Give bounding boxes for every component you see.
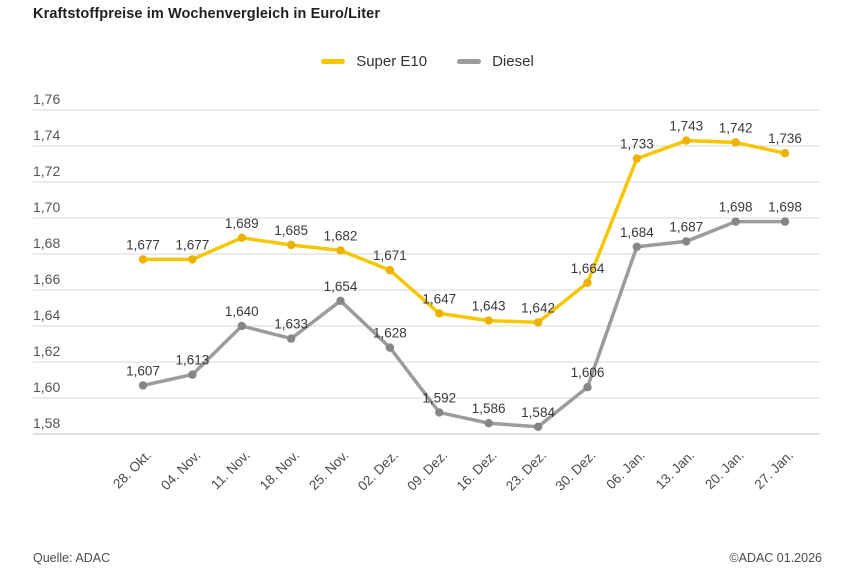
y-axis-tick-label: 1,70	[33, 199, 60, 215]
x-axis-tick-label: 02. Dez.	[355, 448, 401, 494]
super-e10-point-marker	[138, 255, 148, 264]
diesel-point-marker	[484, 419, 493, 428]
super-e10-value-label: 1,677	[126, 237, 160, 252]
x-axis-tick-label: 28. Okt.	[110, 448, 154, 492]
diesel-value-label: 1,633	[274, 317, 308, 332]
super-e10-point-marker	[731, 138, 740, 147]
y-axis-tick-label: 1,68	[33, 235, 60, 251]
legend-label-super-e10: Super E10	[356, 53, 428, 70]
x-axis-tick-label: 20. Jan.	[702, 448, 747, 493]
super-e10-point-marker	[484, 316, 493, 325]
super-e10-value-label: 1,743	[669, 119, 703, 134]
super-e10-value-label: 1,677	[175, 237, 209, 252]
diesel-value-label: 1,640	[225, 304, 259, 319]
x-axis-tick-label: 30. Dez.	[552, 448, 598, 494]
y-axis-tick-label: 1,60	[33, 379, 60, 395]
super-e10-point-marker	[188, 255, 197, 264]
diesel-value-label: 1,613	[175, 353, 209, 368]
super-e10-value-label: 1,736	[768, 131, 802, 146]
super-e10-value-label: 1,664	[571, 261, 605, 276]
diesel-point-marker	[533, 422, 543, 431]
super-e10-value-label: 1,643	[472, 299, 506, 314]
diesel-swatch-icon	[457, 59, 482, 64]
x-axis-tick-label: 11. Nov.	[208, 448, 253, 493]
diesel-point-marker	[138, 381, 148, 390]
legend-item-super-e10: Super E10	[321, 53, 427, 70]
x-axis-tick-label: 13. Jan.	[653, 448, 698, 493]
y-axis-tick-label: 1,64	[33, 307, 60, 323]
super-e10-point-marker	[583, 278, 592, 287]
legend-label-diesel: Diesel	[492, 53, 534, 70]
y-axis-tick-label: 1,72	[33, 163, 60, 179]
diesel-point-marker	[237, 321, 246, 331]
super-e10-value-label: 1,682	[324, 228, 358, 243]
y-axis-tick-label: 1,76	[33, 91, 60, 107]
diesel-point-marker	[435, 408, 444, 417]
diesel-value-label: 1,606	[571, 365, 605, 380]
diesel-line	[141, 219, 787, 429]
x-axis-tick-label: 18. Nov.	[257, 448, 302, 493]
x-axis-tick-label: 27. Jan.	[752, 448, 797, 493]
y-axis-tick-label: 1,58	[33, 415, 60, 431]
y-axis-tick-label: 1,74	[33, 127, 60, 143]
diesel-point-marker	[780, 217, 790, 226]
super-e10-swatch-icon	[321, 59, 346, 64]
x-axis-tick-label: 06. Jan.	[603, 448, 648, 493]
super-e10-value-label: 1,642	[521, 300, 555, 315]
legend: Super E10 Diesel	[0, 53, 855, 70]
super-e10-value-label: 1,689	[225, 216, 259, 231]
super-e10-value-label: 1,647	[422, 291, 456, 306]
x-axis-tick-label: 23. Dez.	[503, 448, 549, 494]
super-e10-point-marker	[237, 233, 246, 242]
diesel-value-label: 1,687	[669, 219, 703, 234]
super-e10-point-marker	[682, 136, 691, 145]
diesel-point-marker	[188, 370, 197, 379]
y-axis-tick-label: 1,62	[33, 343, 60, 359]
diesel-point-marker	[583, 383, 592, 392]
diesel-value-label: 1,586	[472, 401, 506, 416]
super-e10-line	[141, 138, 787, 325]
diesel-point-marker	[286, 334, 296, 343]
super-e10-value-label: 1,733	[620, 137, 654, 152]
diesel-point-marker	[632, 242, 642, 251]
super-e10-point-marker	[336, 246, 345, 255]
copyright-label: ©ADAC 01.2026	[729, 551, 822, 565]
y-axis-tick-label: 1,66	[33, 271, 60, 287]
diesel-point-marker	[682, 237, 691, 246]
diesel-value-label: 1,684	[620, 225, 654, 240]
diesel-value-label: 1,628	[373, 326, 407, 341]
diesel-point-marker	[336, 296, 345, 305]
x-axis-tick-label: 25. Nov.	[306, 448, 351, 493]
super-e10-point-marker	[286, 240, 296, 250]
diesel-value-label: 1,698	[768, 200, 802, 215]
super-e10-point-marker	[435, 309, 444, 318]
x-axis-tick-label: 09. Dez.	[404, 448, 450, 494]
diesel-point-marker	[731, 217, 740, 226]
super-e10-point-marker	[533, 318, 543, 327]
diesel-point-marker	[385, 343, 395, 352]
page-title: Kraftstoffpreise im Wochenvergleich in E…	[33, 6, 381, 22]
super-e10-value-label: 1,685	[274, 223, 308, 238]
super-e10-point-marker	[632, 154, 642, 163]
super-e10-value-label: 1,671	[373, 248, 407, 263]
x-axis-tick-label: 16. Dez.	[454, 448, 500, 494]
diesel-value-label: 1,584	[521, 405, 555, 420]
x-axis-tick-label: 04. Nov.	[158, 448, 203, 493]
super-e10-point-marker	[385, 266, 395, 275]
diesel-value-label: 1,592	[422, 390, 456, 405]
diesel-value-label: 1,654	[324, 279, 358, 294]
super-e10-value-label: 1,742	[719, 120, 753, 135]
diesel-value-label: 1,698	[719, 200, 753, 215]
super-e10-point-marker	[780, 149, 790, 158]
source-label: Quelle: ADAC	[33, 551, 111, 565]
diesel-value-label: 1,607	[126, 363, 160, 378]
legend-item-diesel: Diesel	[457, 53, 534, 70]
